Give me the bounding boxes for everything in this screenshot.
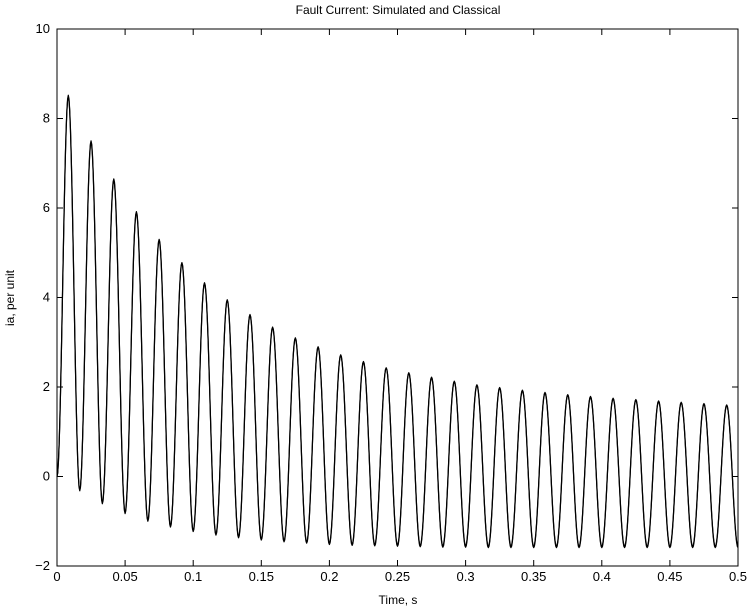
series-line-1 bbox=[56, 94, 739, 547]
axis-ticks bbox=[56, 28, 739, 567]
x-tick-label: 0.3 bbox=[457, 569, 475, 584]
x-tick-label: 0.2 bbox=[320, 569, 338, 584]
x-tick-label: 0.45 bbox=[657, 569, 682, 584]
y-tick-label: −2 bbox=[35, 558, 50, 573]
series-layer bbox=[56, 94, 739, 549]
chart-title: Fault Current: Simulated and Classical bbox=[296, 3, 501, 17]
y-tick-label: 0 bbox=[43, 469, 50, 484]
x-tick-label: 0.15 bbox=[249, 569, 274, 584]
x-tick-label: 0.25 bbox=[385, 569, 410, 584]
y-tick-label: 2 bbox=[43, 379, 50, 394]
x-tick-label: 0.4 bbox=[593, 569, 611, 584]
y-tick-label: 6 bbox=[43, 200, 50, 215]
series-line-2 bbox=[56, 96, 739, 549]
x-tick-label: 0.05 bbox=[112, 569, 137, 584]
x-tick-label: 0.5 bbox=[729, 569, 747, 584]
axis-tick-labels: 0 0.05 0.1 0.15 0.2 0.25 0.3 0.35 0.4 0.45 0.5−202… bbox=[35, 21, 747, 584]
y-tick-label: 10 bbox=[36, 21, 50, 36]
x-axis-title: Time, s bbox=[379, 593, 418, 607]
plot-frame bbox=[56, 28, 739, 567]
x-tick-label: 0.1 bbox=[184, 569, 202, 584]
y-tick-label: 8 bbox=[43, 111, 50, 126]
x-tick-label: 0.35 bbox=[521, 569, 546, 584]
y-tick-label: 4 bbox=[43, 290, 50, 305]
y-axis-title: ia, per unit bbox=[3, 269, 17, 326]
x-tick-label: 0 bbox=[53, 569, 60, 584]
